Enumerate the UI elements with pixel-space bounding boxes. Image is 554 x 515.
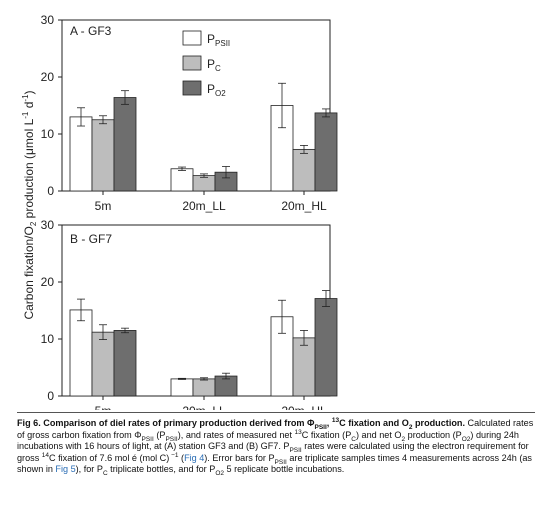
x-tick-label: 20m_HL: [281, 199, 327, 213]
bar-b-P_O2-0: [113, 330, 137, 397]
bar-a-P_O2-0: [113, 97, 137, 192]
bar-a-P_C-0: [91, 119, 115, 192]
legend-label-ppsii: PPSII: [207, 32, 230, 48]
bar-a-P_O2-2: [314, 112, 338, 192]
bar-b-P_C-1: [192, 378, 216, 397]
error-bar-b-P_C-0: [99, 324, 107, 340]
bar-b-P_C-0: [91, 331, 115, 397]
y-tick-label: 30: [41, 13, 55, 27]
legend-label-pc: PC: [207, 57, 221, 73]
bar-a-P_C-1: [192, 175, 216, 192]
bar-b-P_O2-2: [314, 298, 338, 397]
caption-body: Calculated rates of gross carbon fixatio…: [17, 418, 534, 478]
error-bar-b-P_PSII-2: [278, 299, 286, 334]
panel-a-x-ticks: 5m 20m_LL 20m_HL: [95, 191, 327, 213]
y-tick-label: 20: [41, 275, 55, 289]
error-bar-a-P_PSII-1: [178, 166, 186, 171]
error-bar-a-P_C-0: [99, 115, 107, 125]
y-axis-label: Carbon fixation/O2 production (μmol L-1 …: [21, 90, 38, 319]
legend-label-po2: PO2: [207, 82, 226, 98]
fig4-link[interactable]: Fig 4: [184, 452, 205, 463]
error-bar-a-P_C-1: [200, 173, 208, 178]
panel-a-title: A - GF3: [70, 24, 112, 38]
figure: Carbon fixation/O2 production (μmol L-1 …: [21, 13, 338, 410]
panel-b: B - GF7 0 10 20 30 5m 20m_LL 20m_HL: [41, 218, 338, 410]
bar-a-P_C-2: [292, 148, 316, 192]
error-bar-b-P_C-1: [200, 377, 208, 381]
error-bar-b-P_PSII-1: [178, 377, 186, 380]
error-bar-a-P_C-2: [300, 144, 308, 154]
panel-b-bars: [69, 290, 338, 397]
panel-b-x-ticks: 5m 20m_LL 20m_HL: [95, 396, 327, 410]
error-bar-a-P_O2-0: [121, 90, 129, 105]
bar-a-P_PSII-0: [69, 116, 93, 192]
y-tick-label: 20: [41, 70, 55, 84]
x-tick-label: 20m_LL: [182, 199, 226, 213]
error-bar-a-P_O2-2: [322, 108, 330, 118]
error-bar-b-P_C-2: [300, 330, 308, 346]
x-tick-label: 5m: [95, 199, 112, 213]
bar-b-P_PSII-0: [69, 309, 93, 397]
figure-caption: Fig 6. Comparison of diel rates of prima…: [17, 416, 537, 478]
y-tick-label: 30: [41, 218, 55, 232]
error-bar-b-P_O2-2: [322, 290, 330, 307]
x-tick-label: 5m: [95, 404, 112, 410]
bar-b-P_C-2: [292, 337, 316, 397]
x-tick-label: 20m_HL: [281, 404, 327, 410]
panel-a: A - GF3 0 10 20 30 5m 20m_LL 20m_HL PPSII PC …: [41, 13, 338, 213]
x-tick-label: 20m_LL: [182, 404, 226, 410]
error-bar-b-P_PSII-0: [77, 298, 85, 322]
panel-b-title: B - GF7: [70, 232, 112, 246]
legend-swatch-pc: [182, 55, 202, 71]
legend-swatch-po2: [182, 80, 202, 96]
legend-swatch-ppsii: [182, 30, 202, 46]
error-bar-b-P_O2-0: [121, 327, 129, 334]
panel-a-y-ticks: 0 10 20 30: [41, 13, 62, 198]
panel-a-bars: [69, 82, 338, 192]
legend: PPSII PC PO2: [182, 30, 230, 98]
caption-title: Fig 6. Comparison of diel rates of prima…: [17, 416, 465, 431]
y-tick-label: 10: [41, 127, 55, 141]
panel-b-y-ticks: 0 10 20 30: [41, 218, 62, 403]
bar-b-P_PSII-1: [170, 378, 194, 397]
y-tick-label: 0: [47, 389, 54, 403]
fig5-link[interactable]: Fig 5: [55, 464, 76, 475]
error-bar-b-P_O2-1: [222, 372, 230, 380]
error-bar-a-P_PSII-0: [77, 107, 85, 127]
y-tick-label: 0: [47, 184, 54, 198]
error-bar-a-P_O2-1: [222, 166, 230, 179]
bar-a-P_PSII-1: [170, 168, 194, 192]
y-tick-label: 10: [41, 332, 55, 346]
caption-rule: [17, 412, 535, 413]
error-bar-a-P_PSII-2: [278, 82, 286, 129]
